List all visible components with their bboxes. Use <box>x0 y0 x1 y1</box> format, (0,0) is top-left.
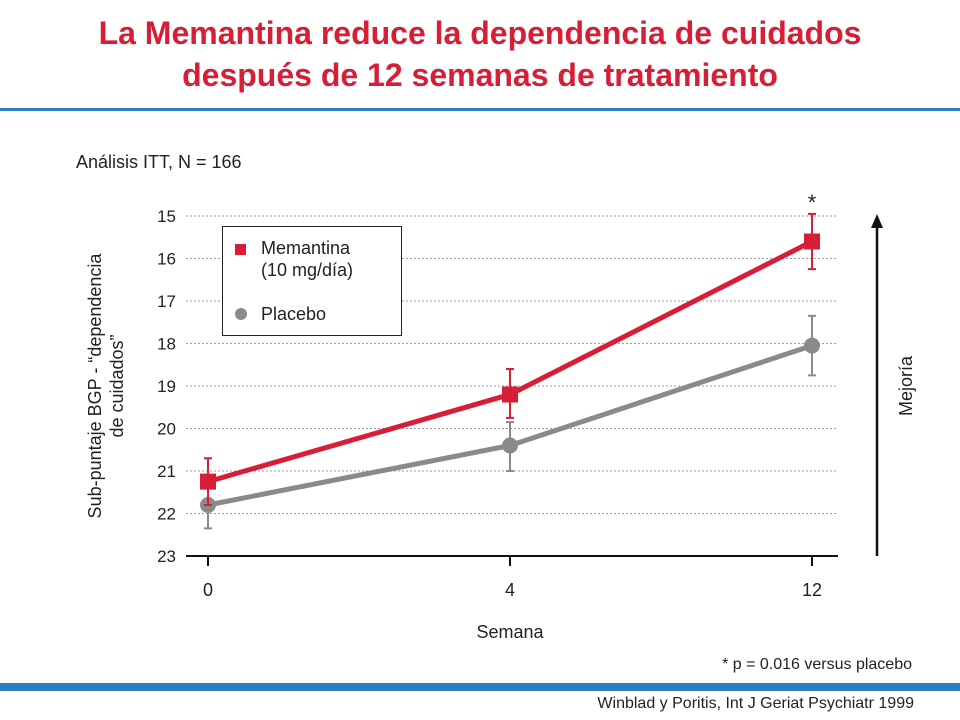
x-tick-label: 4 <box>505 580 515 600</box>
legend-label-memantina-dose: (10 mg/día) <box>261 260 354 280</box>
data-point-memantina <box>804 233 820 250</box>
top-divider <box>0 108 960 111</box>
y-tick-label: 16 <box>157 250 176 269</box>
legend-label-placebo: Placebo <box>261 304 327 324</box>
footnote: * p = 0.016 versus placebo <box>722 656 912 673</box>
y-tick-label: 20 <box>157 420 176 439</box>
x-tick-label: 0 <box>203 580 213 600</box>
x-tick-label: 12 <box>802 580 822 600</box>
title-line-2: después de 12 semanas de tratamiento <box>182 57 778 93</box>
y-axis-label-line-2: de cuidados” <box>107 334 127 438</box>
placebo-circle-icon <box>235 308 247 320</box>
improvement-arrow-head-icon <box>871 214 883 228</box>
y-tick-label: 23 <box>157 547 176 566</box>
citation: Winblad y Poritis, Int J Geriat Psychiat… <box>597 695 914 712</box>
data-point-placebo <box>502 437 518 454</box>
legend: Memantina (10 mg/día) Placebo <box>222 226 402 336</box>
legend-item-memantina: Memantina (10 mg/día) <box>261 237 353 281</box>
bottom-divider <box>0 683 960 691</box>
data-point-memantina <box>200 473 216 490</box>
y-tick-label: 22 <box>157 505 176 524</box>
data-point-placebo <box>804 337 820 354</box>
memantina-square-icon <box>235 244 246 255</box>
legend-item-placebo: Placebo <box>261 303 326 325</box>
y-tick-label: 17 <box>157 292 176 311</box>
slide-title: La Memantina reduce la dependencia de cu… <box>0 12 960 96</box>
chart-subtitle: Análisis ITT, N = 166 <box>76 152 242 172</box>
data-point-memantina <box>502 386 518 403</box>
title-line-1: La Memantina reduce la dependencia de cu… <box>98 15 862 51</box>
y-tick-label: 19 <box>157 377 176 396</box>
y-tick-label: 21 <box>157 462 176 481</box>
y-axis-label-line-1: Sub-puntaje BGP - “dependencia <box>85 253 105 519</box>
significance-asterisk: * <box>808 190 817 215</box>
legend-label-memantina: Memantina <box>261 238 351 258</box>
y-tick-label: 18 <box>157 335 176 354</box>
x-axis-label: Semana <box>476 622 544 642</box>
y-tick-label: 15 <box>157 207 176 226</box>
improvement-label-text: Mejoría <box>896 355 916 417</box>
